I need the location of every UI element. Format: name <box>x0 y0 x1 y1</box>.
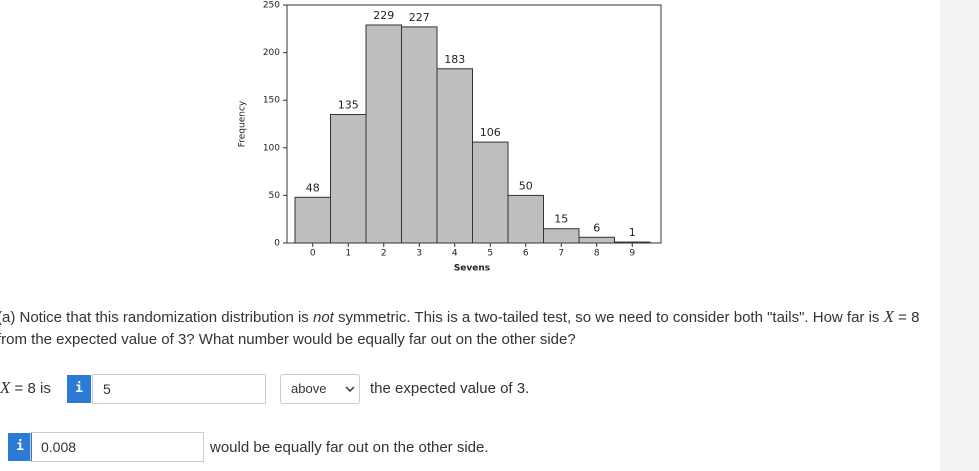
x-tick-label: 0 <box>310 249 316 259</box>
x-tick-label: 1 <box>345 249 351 259</box>
text: symmetric. This is a two-tailed test, so… <box>333 309 884 326</box>
math-var: X <box>0 378 11 397</box>
value-label: 135 <box>338 98 359 111</box>
info-button[interactable]: i <box>67 375 91 403</box>
bar <box>472 141 509 244</box>
y-axis-label: Frequency <box>238 100 248 147</box>
bar <box>401 26 438 244</box>
bar <box>294 196 331 244</box>
text: = 8 from the expected value of 3? What n… <box>0 309 920 348</box>
y-tick-label: 150 <box>263 96 280 106</box>
x-tick-label: 4 <box>452 249 458 259</box>
select[interactable]: above <box>280 374 360 404</box>
x-tick-label: 5 <box>487 249 493 259</box>
y-tick-label: 250 <box>263 1 280 11</box>
bar <box>330 113 367 244</box>
value-label: 15 <box>554 213 568 226</box>
text: the expected value of 3. <box>370 380 530 397</box>
question: (a) Notice that this randomization distr… <box>0 306 932 351</box>
x-tick-label: 8 <box>594 249 600 259</box>
value-label: 227 <box>409 11 430 24</box>
row-label: X = 8 is <box>0 378 51 398</box>
value-label: 50 <box>519 179 533 192</box>
bar <box>614 241 651 244</box>
value-label: 106 <box>480 126 501 139</box>
value-label: 229 <box>373 9 394 22</box>
text: = 8 is <box>10 380 51 397</box>
answer-input[interactable]: 0.008 <box>30 432 204 462</box>
info-button[interactable]: i <box>8 433 32 461</box>
select-value: above <box>291 381 327 396</box>
answer-input[interactable]: 5 <box>92 374 266 404</box>
x-tick-label: 2 <box>381 249 387 259</box>
y-tick-label: 50 <box>269 191 281 201</box>
x-axis-label: Sevens <box>454 264 490 274</box>
bar <box>578 236 615 244</box>
value-label: 1 <box>629 226 636 239</box>
y-tick-label: 200 <box>263 48 280 58</box>
value-label: 183 <box>444 53 465 66</box>
bar <box>365 24 402 244</box>
chevron <box>345 386 355 393</box>
value-label: 48 <box>306 181 320 194</box>
chart: Sevens Frequency 05010015020025004811352… <box>238 1 662 274</box>
bar <box>507 194 544 244</box>
math-var: X <box>883 307 894 326</box>
y-tick-label: 100 <box>263 143 280 153</box>
emphasis: not <box>312 309 334 326</box>
side-panel <box>940 0 979 471</box>
text: would be equally far out on the other si… <box>210 439 489 456</box>
x-tick-label: 3 <box>416 249 422 259</box>
x-tick-label: 7 <box>558 249 564 259</box>
text: (a) Notice that this randomization distr… <box>0 309 313 326</box>
bar <box>543 228 580 244</box>
x-tick-label: 6 <box>523 249 529 259</box>
bar <box>436 68 473 244</box>
value-label: 6 <box>593 221 600 234</box>
y-tick-label: 0 <box>274 239 280 249</box>
x-tick-label: 9 <box>629 249 635 259</box>
